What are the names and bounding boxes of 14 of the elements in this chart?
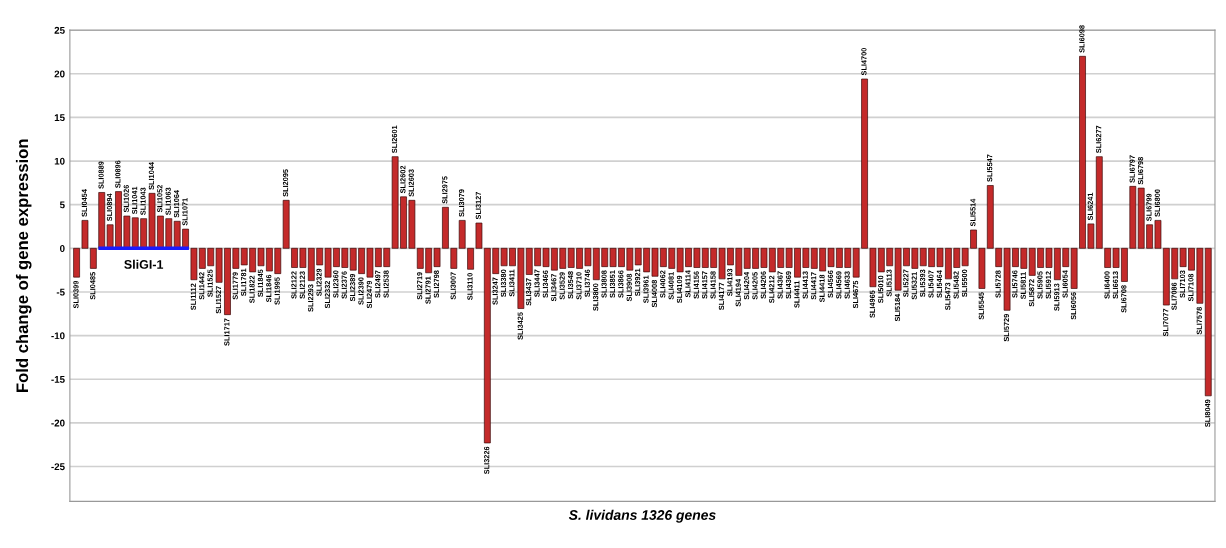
x-axis-title: S. lividans 1326 genes [568, 509, 716, 523]
y-tick-label: 5 [59, 201, 65, 209]
y-tick-label: 25 [54, 26, 65, 34]
y-tick-label: 0 [60, 245, 65, 252]
y-axis-title: Fold change of gene expression [15, 139, 32, 392]
y-tick-label: 20 [54, 70, 65, 78]
annotation: SliGI-1 [124, 259, 164, 269]
y-tick-label: -20 [51, 419, 65, 427]
y-tick-label: 10 [54, 157, 65, 165]
y-tick-label: -15 [51, 376, 65, 383]
y-tick-label: 15 [54, 114, 65, 122]
y-tick-label: -5 [56, 288, 65, 296]
y-tick-label: -10 [51, 332, 65, 340]
y-tick-label: -25 [51, 463, 65, 471]
